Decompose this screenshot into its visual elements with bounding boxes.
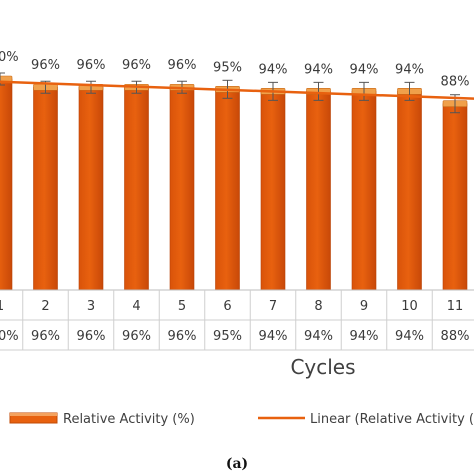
data-label-cycle-10: 94%: [395, 62, 424, 77]
table-value-cycle-4: 96%: [122, 329, 151, 344]
bar-cycle-7: [260, 91, 286, 291]
table-category-11: 11: [447, 299, 464, 314]
table-value-cycle-9: 94%: [350, 329, 379, 344]
table-value-cycle-10: 94%: [395, 329, 424, 344]
table-category-10: 10: [401, 299, 418, 314]
data-label-cycle-5: 96%: [168, 58, 197, 73]
data-table-grid: [0, 289, 474, 351]
table-value-cycle-6: 95%: [213, 329, 242, 344]
data-label-cycle-1: 100%: [0, 50, 19, 65]
error-bar-cycle-8: [313, 81, 324, 101]
bars-layer: [0, 72, 468, 291]
bar-cycle-3: [78, 86, 104, 291]
legend-bar-label: Relative Activity (%): [63, 412, 195, 427]
bar-cycle-1: [0, 78, 13, 291]
legend-bar-swatch-highlight: [10, 413, 57, 416]
data-label-cycle-6: 95%: [213, 60, 242, 75]
table-category-3: 3: [87, 299, 95, 314]
legend: Relative Activity (%) Linear (Relative A…: [9, 412, 474, 427]
bar-cycle-2: [33, 86, 58, 291]
table-value-cycle-5: 96%: [168, 329, 197, 344]
error-bar-cycle-1: [0, 72, 5, 86]
table-value-cycle-3: 96%: [77, 329, 106, 344]
bar-cycle-10: [397, 91, 422, 291]
table-value-cycle-11: 88%: [441, 329, 470, 344]
data-labels-layer: 100%96%96%96%96%95%94%94%94%94%88%89%: [0, 50, 470, 90]
trendline-layer: [0, 80, 474, 100]
bar-cycle-4: [124, 86, 149, 291]
error-bar-cycle-9: [359, 81, 369, 101]
data-label-cycle-3: 96%: [77, 58, 106, 73]
trendline: [0, 80, 474, 100]
bar-cycle-5: [169, 86, 195, 291]
x-axis-title: Cycles: [290, 355, 355, 379]
table-category-9: 9: [360, 299, 368, 314]
figure-caption: (a): [226, 456, 248, 472]
table-category-2: 2: [41, 299, 49, 314]
legend-trendline-label: Linear (Relative Activity (%)): [310, 412, 474, 427]
table-category-6: 6: [223, 299, 231, 314]
data-label-cycle-8: 94%: [304, 62, 333, 77]
table-value-cycle-2: 96%: [31, 329, 60, 344]
table-category-1: 1: [0, 299, 4, 314]
table-category-7: 7: [269, 299, 277, 314]
data-label-cycle-2: 96%: [31, 58, 60, 73]
table-value-cycle-8: 94%: [304, 329, 333, 344]
table-category-5: 5: [178, 299, 186, 314]
data-label-cycle-9: 94%: [350, 62, 379, 77]
table-value-cycle-7: 94%: [259, 329, 288, 344]
table-category-8: 8: [314, 299, 322, 314]
data-table: 1 100% 2 96% 3 96% 4 96% 5 96% 6 95% 7 94% 8 94% 9 94% 10 9…: [0, 289, 474, 351]
data-label-cycle-11: 88%: [441, 75, 470, 90]
table-value-cycle-1: 100%: [0, 329, 19, 344]
data-label-cycle-7: 94%: [259, 62, 288, 77]
bar-cap-cycle-1: [0, 75, 13, 83]
bar-cycle-8: [306, 91, 331, 291]
bar-cycle-11: [442, 103, 468, 291]
table-category-4: 4: [132, 299, 140, 314]
data-label-cycle-4: 96%: [122, 58, 151, 73]
bar-cycle-9: [351, 91, 377, 291]
bar-cycle-6: [215, 89, 240, 291]
error-bar-cycle-3: [86, 80, 96, 94]
